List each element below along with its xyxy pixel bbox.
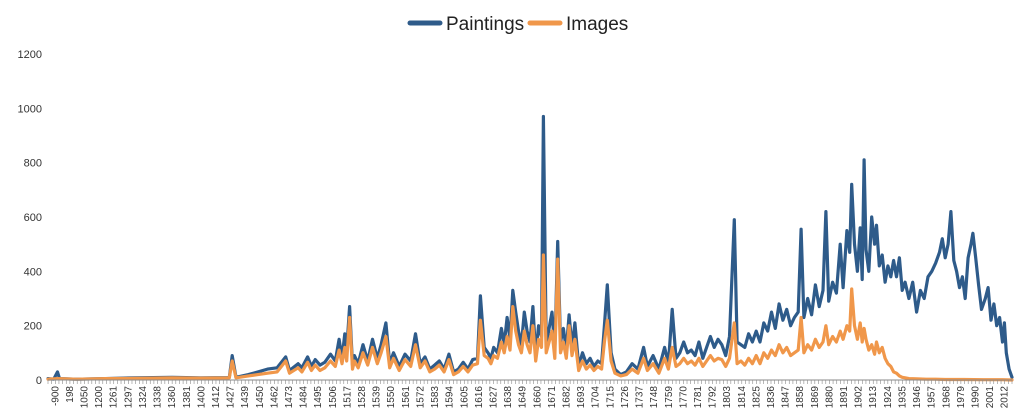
- x-tick-label: 1360: [167, 386, 178, 409]
- x-tick-label: 1539: [372, 386, 383, 409]
- x-tick-label: 1506: [328, 386, 339, 409]
- x-tick-label: 1935: [897, 386, 908, 409]
- x-tick-label: 1990: [970, 386, 981, 409]
- x-tick-label: 1979: [956, 386, 967, 409]
- x-tick-label: 1869: [810, 386, 821, 409]
- x-tick-label: 1814: [737, 386, 748, 409]
- y-tick-label: 1200: [18, 49, 42, 61]
- plot-area: [46, 114, 1014, 382]
- x-tick-label: 1450: [255, 386, 266, 409]
- x-tick-label: 198: [65, 386, 76, 403]
- x-tick-label: 1836: [766, 386, 777, 409]
- series-line-images: [46, 253, 1014, 382]
- x-tick-label: 1050: [80, 386, 91, 409]
- x-tick-label: 1847: [781, 386, 792, 409]
- x-tick-label: 1583: [430, 386, 441, 409]
- x-tick-label: 1825: [751, 386, 762, 409]
- x-tick-label: 1770: [678, 386, 689, 409]
- x-tick-label: -900: [50, 386, 61, 406]
- x-tick-label: 1439: [240, 386, 251, 409]
- x-tick-label: 1957: [927, 386, 938, 409]
- x-tick-label: 1616: [474, 386, 485, 409]
- x-tick-label: 1902: [854, 386, 865, 409]
- x-tick-label: 1748: [649, 386, 660, 409]
- x-axis: -900 198 1050 1200 1261 1297 1324 1338 1360 1381 1…: [47, 379, 1013, 409]
- x-tick-label: 1946: [912, 386, 923, 409]
- x-tick-label: 1671: [547, 386, 558, 409]
- x-tick-label: 1550: [386, 386, 397, 409]
- x-tick-label: 2001: [985, 386, 996, 409]
- x-tick-label: 1649: [518, 386, 529, 409]
- x-tick-label: 1913: [868, 386, 879, 409]
- x-tick-label: 1261: [109, 386, 120, 409]
- x-tick-label: 1858: [795, 386, 806, 409]
- legend-label-paintings: Paintings: [446, 14, 524, 35]
- x-tick-label: 1297: [123, 386, 134, 409]
- x-tick-label: 1572: [415, 386, 426, 409]
- x-tick-label: 1880: [824, 386, 835, 409]
- x-tick-label: 1495: [313, 386, 324, 409]
- x-tick-label: 1381: [182, 386, 193, 409]
- x-tick-label: 1792: [708, 386, 719, 409]
- x-tick-label: 1473: [284, 386, 295, 409]
- x-tick-label: 1528: [357, 386, 368, 409]
- x-tick-label: 1627: [488, 386, 499, 409]
- x-tick-label: 1638: [503, 386, 514, 409]
- x-tick-label: 1704: [591, 386, 602, 409]
- x-tick-label: 1338: [153, 386, 164, 409]
- x-tick-label: 1726: [620, 386, 631, 409]
- x-tick-label: 1759: [664, 386, 675, 409]
- y-tick-label: 600: [24, 212, 42, 224]
- x-tick-label: 1803: [722, 386, 733, 409]
- y-axis: 0 200 400 600 800 1000 1200: [18, 49, 42, 387]
- x-tick-label: 1561: [401, 386, 412, 409]
- x-tick-label: 1412: [211, 386, 222, 409]
- x-tick-label: 1427: [226, 386, 237, 409]
- x-tick-label: 1891: [839, 386, 850, 409]
- y-tick-label: 800: [24, 158, 42, 170]
- x-tick-label: 1715: [605, 386, 616, 409]
- x-tick-label: 2012: [1000, 386, 1011, 409]
- x-tick-label: 1924: [883, 386, 894, 409]
- x-tick-label: 1517: [342, 386, 353, 409]
- x-tick-label: 1682: [562, 386, 573, 409]
- x-tick-label: 1324: [138, 386, 149, 409]
- legend: Paintings Images: [407, 14, 628, 35]
- x-tick-label: 1400: [196, 386, 207, 409]
- x-tick-label: 1737: [635, 386, 646, 409]
- y-tick-label: 0: [36, 375, 42, 387]
- y-tick-label: 1000: [18, 103, 42, 115]
- x-tick-label: 1594: [445, 386, 456, 409]
- x-tick-label: 1968: [941, 386, 952, 409]
- x-tick-label: 1462: [269, 386, 280, 409]
- x-tick-label: 1484: [299, 386, 310, 409]
- legend-label-images: Images: [566, 14, 628, 35]
- y-tick-label: 200: [24, 321, 42, 333]
- x-tick-label: 1781: [693, 386, 704, 409]
- x-tick-label: 1605: [459, 386, 470, 409]
- x-tick-label: 1660: [532, 386, 543, 409]
- y-tick-label: 400: [24, 266, 42, 278]
- x-tick-label: 1200: [94, 386, 105, 409]
- x-tick-label: 1693: [576, 386, 587, 409]
